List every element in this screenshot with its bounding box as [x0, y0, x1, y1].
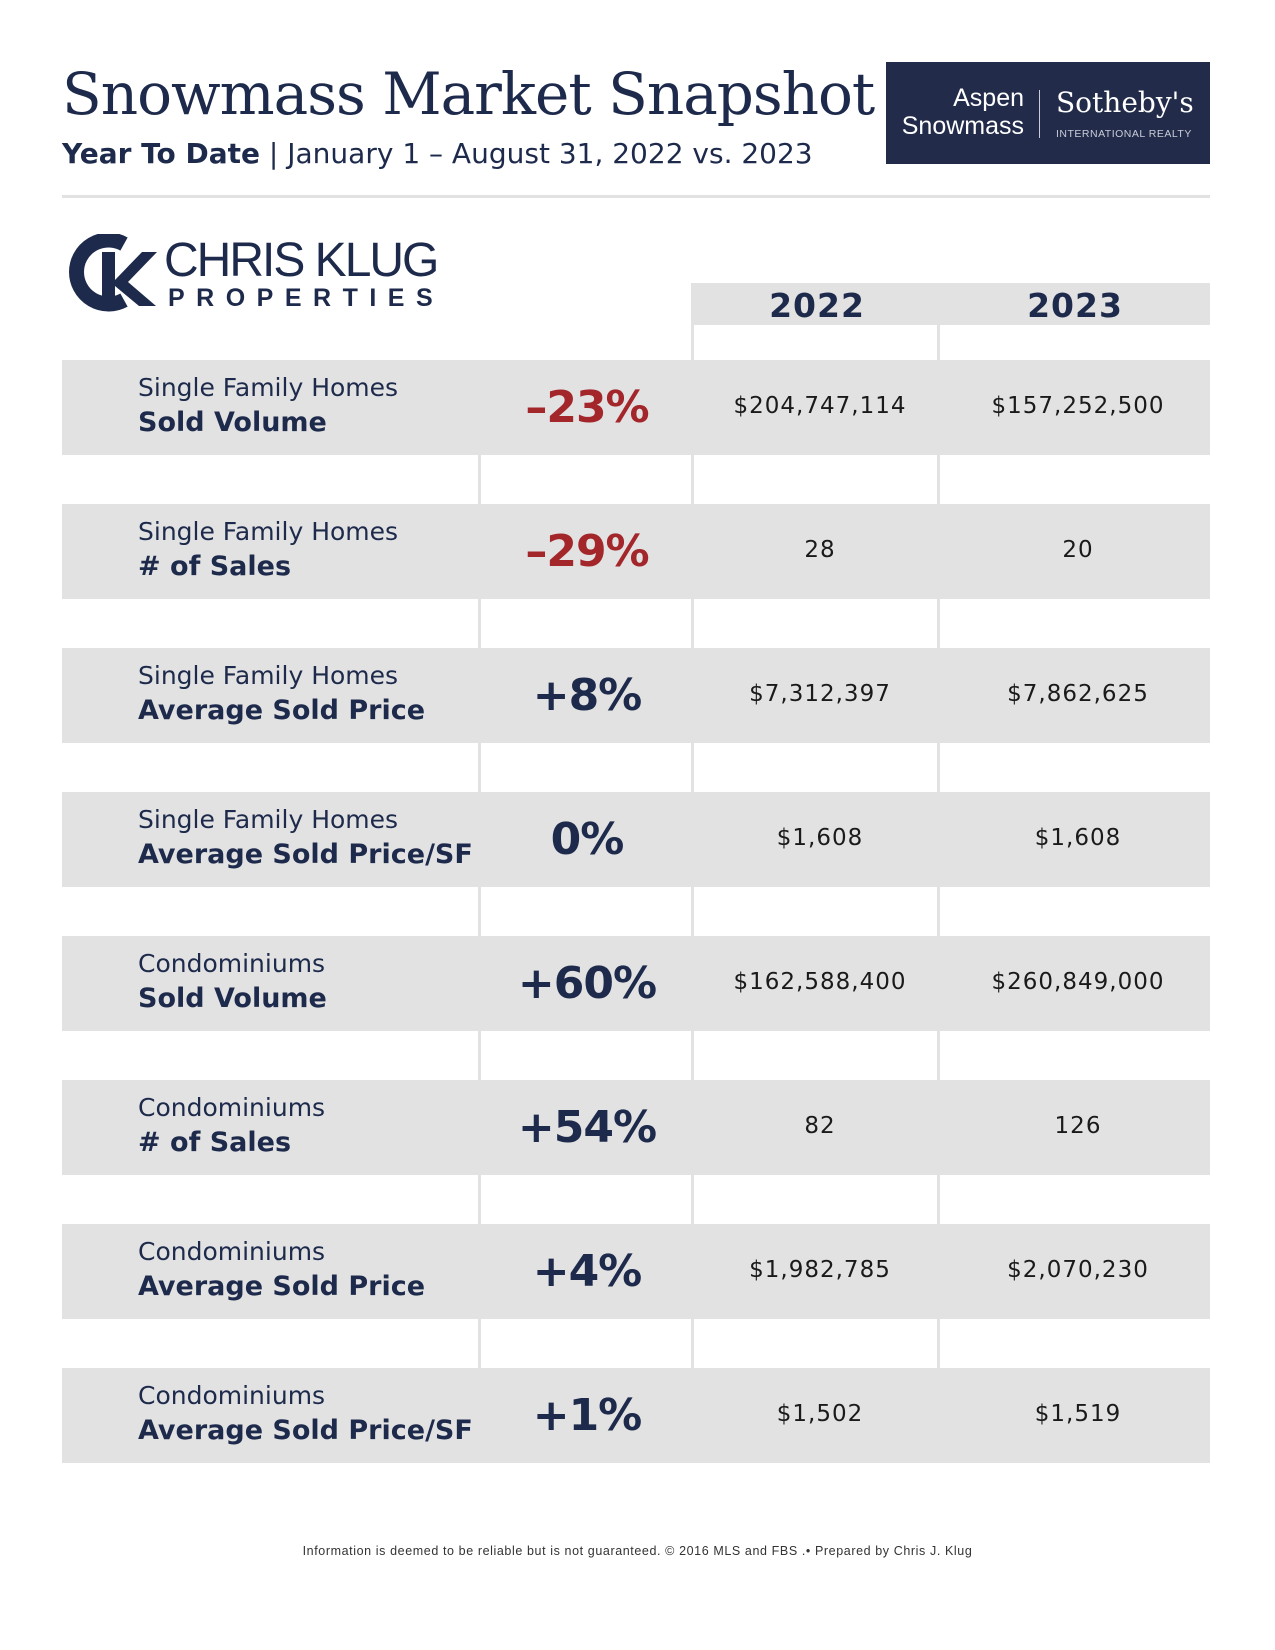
row-category: Condominiums: [138, 1093, 326, 1122]
row-change-percent: +1%: [532, 1390, 643, 1441]
brand-location-aspen: Aspen: [953, 84, 1024, 112]
row-category: Condominiums: [138, 949, 326, 978]
row-value-2022: 28: [804, 537, 836, 563]
row-metric: Sold Volume: [138, 983, 327, 1014]
page-subtitle: Year To Date | January 1 – August 31, 20…: [62, 136, 813, 172]
row-metric: Average Sold Price: [138, 695, 426, 726]
row-category: Single Family Homes: [138, 517, 399, 546]
table-row: Condominiums # of Sales +54% 82 126: [62, 1080, 1210, 1175]
table-row: Condominiums Sold Volume +60% $162,588,4…: [62, 936, 1210, 1031]
row-metric: Average Sold Price/SF: [138, 839, 473, 870]
row-value-2023: $2,070,230: [1007, 1257, 1149, 1283]
subtitle-period: Year To Date: [62, 137, 261, 170]
row-value-2023: $1,519: [1034, 1401, 1122, 1427]
brand-location-snowmass: Snowmass: [901, 112, 1024, 140]
ck-monogram-icon: [69, 234, 157, 312]
row-metric: # of Sales: [138, 1127, 292, 1158]
row-value-2023: $157,252,500: [991, 393, 1165, 419]
row-value-2022: $1,502: [776, 1401, 864, 1427]
row-metric: # of Sales: [138, 551, 292, 582]
column-header-2023: 2023: [1027, 286, 1123, 325]
brand-name: Sotheby's: [1056, 86, 1194, 119]
table-row: Single Family Homes Average Sold Price/S…: [62, 792, 1210, 887]
table-row: Single Family Homes # of Sales –29% 28 2…: [62, 504, 1210, 599]
table-row: Condominiums Average Sold Price/SF +1% $…: [62, 1368, 1210, 1463]
row-change-percent: +60%: [517, 958, 657, 1009]
row-change-percent: –29%: [525, 526, 649, 577]
row-value-2022: $162,588,400: [733, 969, 907, 995]
row-value-2023: 20: [1062, 537, 1094, 563]
row-change-percent: –23%: [525, 382, 649, 433]
row-change-percent: +54%: [517, 1102, 657, 1153]
row-category: Condominiums: [138, 1237, 326, 1266]
header-divider: [62, 195, 1210, 198]
table-row: Single Family Homes Average Sold Price +…: [62, 648, 1210, 743]
table-row: Single Family Homes Sold Volume –23% $20…: [62, 360, 1210, 455]
row-value-2023: $1,608: [1034, 825, 1122, 851]
row-value-2022: $1,982,785: [749, 1257, 891, 1283]
page-title: Snowmass Market Snapshot: [62, 60, 875, 128]
chris-klug-properties-logo: CHRIS KLUG PROPERTIES: [62, 234, 442, 314]
row-value-2022: 82: [804, 1113, 836, 1139]
brand-tagline: INTERNATIONAL REALTY: [1056, 128, 1192, 140]
row-change-percent: +4%: [532, 1246, 643, 1297]
sothebys-brand-logo: Aspen Snowmass Sotheby's INTERNATIONAL R…: [886, 62, 1210, 164]
logo-name: CHRIS KLUG: [164, 234, 439, 287]
row-value-2022: $1,608: [776, 825, 864, 851]
row-value-2023: $7,862,625: [1007, 681, 1149, 707]
row-category: Condominiums: [138, 1381, 326, 1410]
row-change-percent: 0%: [550, 814, 625, 865]
column-divider-2023: [937, 325, 940, 1460]
row-category: Single Family Homes: [138, 373, 399, 402]
brand-divider: [1039, 90, 1040, 138]
row-change-percent: +8%: [532, 670, 643, 721]
subtitle-date-range: | January 1 – August 31, 2022 vs. 2023: [260, 137, 813, 170]
row-value-2022: $7,312,397: [749, 681, 891, 707]
column-header-2022: 2022: [769, 286, 865, 325]
row-value-2023: $260,849,000: [991, 969, 1165, 995]
brand-location: Aspen Snowmass: [902, 84, 1024, 140]
logo-subtitle: PROPERTIES: [168, 284, 445, 312]
row-value-2023: 126: [1054, 1113, 1102, 1139]
row-value-2022: $204,747,114: [733, 393, 907, 419]
row-metric: Sold Volume: [138, 407, 327, 438]
row-metric: Average Sold Price/SF: [138, 1415, 473, 1446]
row-category: Single Family Homes: [138, 805, 399, 834]
footer-disclaimer: Information is deemed to be reliable but…: [302, 1544, 973, 1558]
table-row: Condominiums Average Sold Price +4% $1,9…: [62, 1224, 1210, 1319]
row-category: Single Family Homes: [138, 661, 399, 690]
year-header-bar: [694, 283, 1210, 325]
row-metric: Average Sold Price: [138, 1271, 426, 1302]
